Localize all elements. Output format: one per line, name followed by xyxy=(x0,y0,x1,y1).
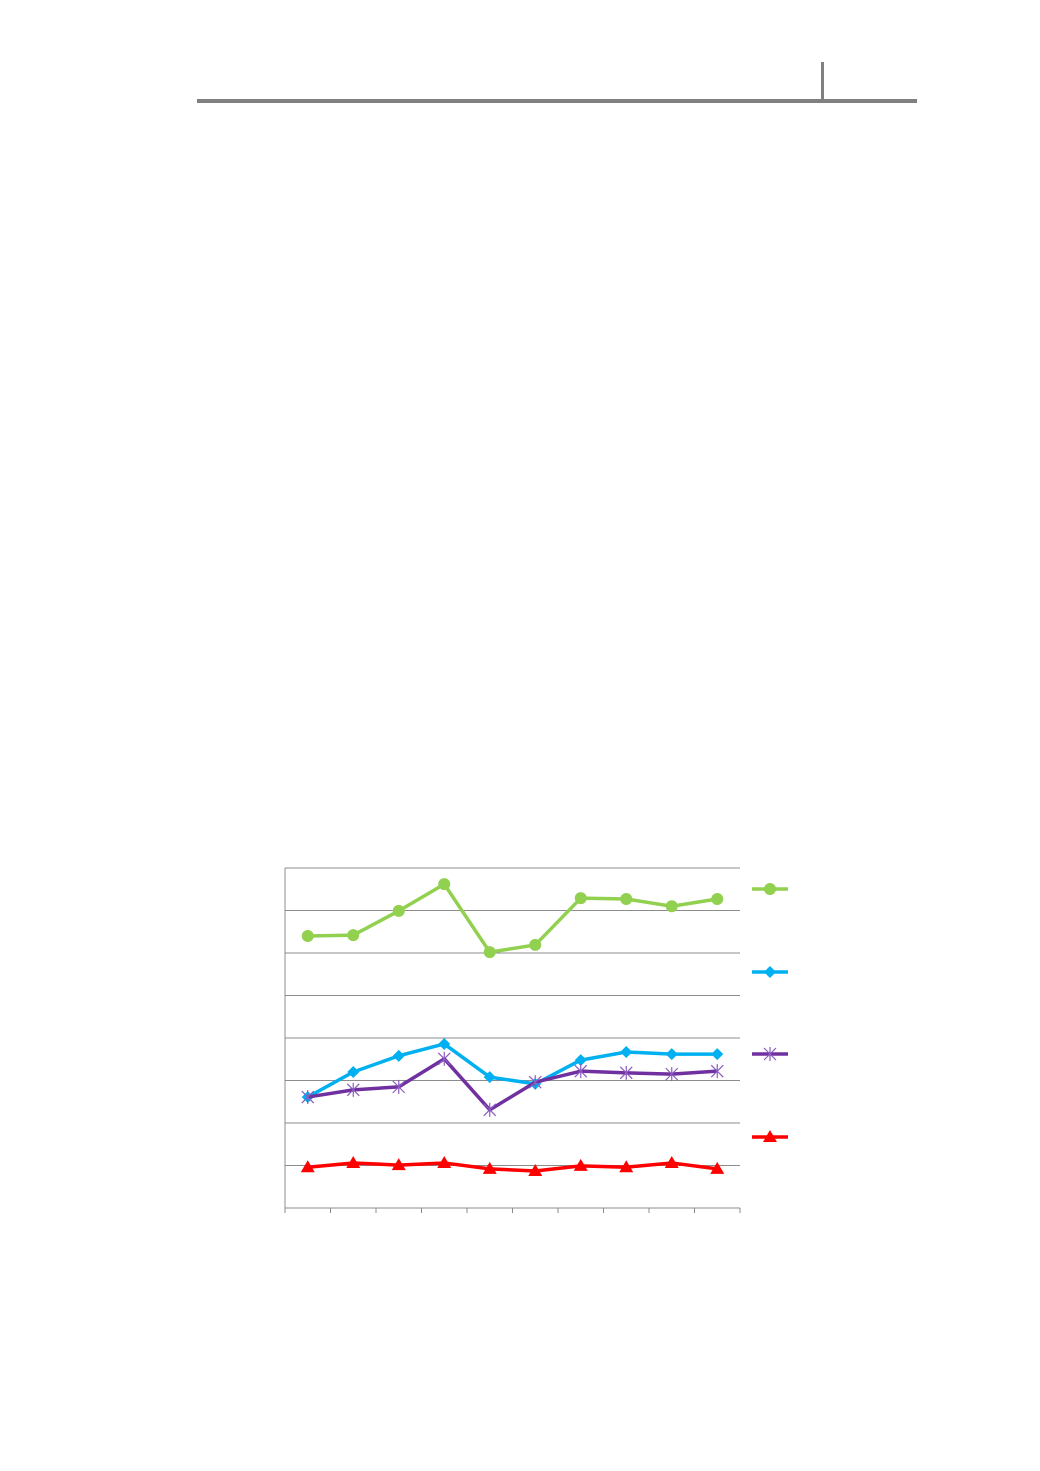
data-point-circle xyxy=(529,938,542,951)
data-point-diamond xyxy=(392,1049,405,1062)
data-point-star xyxy=(528,1075,542,1090)
data-point-triangle xyxy=(346,1155,361,1168)
series-line-1 xyxy=(307,882,718,954)
data-point-star xyxy=(301,1090,315,1105)
header-rule xyxy=(197,99,917,103)
data-point-circle xyxy=(392,904,405,917)
data-point-triangle xyxy=(528,1164,543,1177)
data-point-diamond xyxy=(620,1046,633,1059)
data-point-star xyxy=(346,1082,360,1097)
legend-marker-triangle xyxy=(763,1130,777,1142)
data-point-star xyxy=(665,1067,679,1082)
data-point-circle xyxy=(438,878,451,891)
data-point-diamond xyxy=(574,1054,587,1067)
series-line-3 xyxy=(307,1057,718,1112)
data-point-circle xyxy=(711,893,724,906)
data-point-circle xyxy=(301,930,314,942)
data-point-diamond xyxy=(347,1066,360,1078)
data-point-triangle xyxy=(437,1155,452,1168)
data-point-triangle xyxy=(300,1160,315,1173)
data-point-circle xyxy=(574,892,587,905)
data-point-triangle xyxy=(573,1158,588,1171)
data-point-star xyxy=(483,1102,497,1117)
series-line-4 xyxy=(307,1161,718,1173)
data-point-diamond xyxy=(665,1048,678,1061)
series-line-2 xyxy=(306,1042,718,1099)
data-point-triangle xyxy=(391,1158,406,1171)
data-point-star xyxy=(619,1065,633,1080)
data-point-circle xyxy=(620,893,633,906)
legend-marker-circle xyxy=(764,883,776,895)
data-point-triangle xyxy=(710,1161,725,1174)
legend-marker-diamond xyxy=(764,966,776,978)
data-point-triangle xyxy=(482,1161,497,1174)
data-point-diamond xyxy=(438,1037,451,1050)
data-point-circle xyxy=(483,946,496,959)
data-point-star xyxy=(710,1064,724,1079)
data-point-circle xyxy=(665,900,678,913)
header-divider-tick xyxy=(821,62,824,101)
data-point-star xyxy=(392,1079,406,1094)
data-point-star xyxy=(574,1064,588,1079)
data-point-diamond xyxy=(711,1048,724,1061)
data-point-triangle xyxy=(664,1155,679,1168)
data-point-circle xyxy=(347,929,360,942)
legend-marker-star xyxy=(763,1047,777,1061)
data-point-star xyxy=(437,1051,451,1066)
data-point-diamond xyxy=(483,1071,496,1084)
data-point-triangle xyxy=(619,1160,634,1173)
